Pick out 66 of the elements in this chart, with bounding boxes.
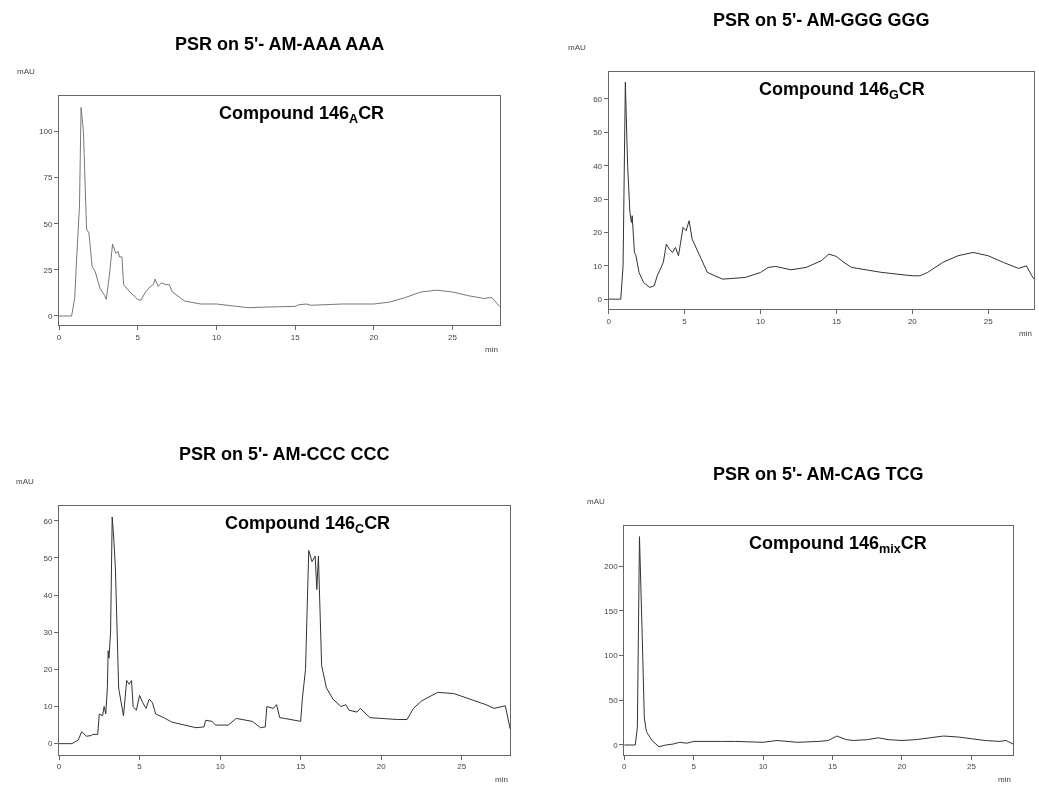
y-tick-label: 20 bbox=[43, 665, 53, 675]
y-axis-title: mAU bbox=[568, 43, 586, 52]
x-tick-label: 20 bbox=[369, 332, 379, 342]
y-tick-label: 30 bbox=[43, 628, 53, 638]
x-tick-label: 5 bbox=[682, 316, 688, 326]
x-axis-title: min bbox=[485, 345, 498, 354]
chart-title: PSR on 5'- AM-GGG GGG bbox=[713, 10, 930, 30]
annotation: Compound 146$_{C}$CR bbox=[225, 513, 391, 536]
y-tick-label: 0 bbox=[47, 739, 53, 749]
y-axis-title: mAU bbox=[17, 67, 35, 76]
y-tick-label: 25 bbox=[43, 265, 53, 275]
x-tick-label: 25 bbox=[448, 332, 458, 342]
x-tick-label: 25 bbox=[966, 762, 977, 772]
x-tick-label: 20 bbox=[376, 762, 387, 772]
x-tick-label: 20 bbox=[897, 762, 907, 772]
x-axis-title: min bbox=[1019, 329, 1032, 338]
x-tick-label: 5 bbox=[137, 762, 143, 772]
line-series bbox=[59, 516, 511, 745]
y-tick-label: 10 bbox=[593, 261, 603, 271]
y-tick-label: 10 bbox=[43, 702, 53, 712]
y-tick-label: 150 bbox=[604, 606, 619, 616]
chart-title: PSR on 5'- AM-CAG TCG bbox=[713, 464, 924, 484]
x-axis-title: min bbox=[998, 775, 1011, 784]
chart-title: PSR on 5'- AM-CCC CCC bbox=[179, 444, 390, 464]
y-tick-label: 50 bbox=[593, 128, 603, 138]
y-tick-label: 0 bbox=[613, 740, 619, 750]
annotation: Compound 146$_{A}$CR bbox=[219, 103, 385, 126]
y-tick-label: 40 bbox=[593, 161, 603, 171]
x-tick-label: 10 bbox=[211, 332, 222, 342]
x-tick-label: 5 bbox=[135, 332, 141, 342]
y-tick-label: 50 bbox=[43, 553, 53, 563]
y-tick-label: 50 bbox=[608, 696, 619, 706]
x-axis-title: min bbox=[495, 775, 508, 784]
chart-title: PSR on 5'- AM-AAA AAA bbox=[175, 34, 385, 54]
y-tick-label: 100 bbox=[604, 651, 619, 661]
x-tick-label: 0 bbox=[621, 762, 627, 772]
y-axis-title: mAU bbox=[16, 477, 34, 486]
x-tick-label: 15 bbox=[290, 332, 301, 342]
y-tick-label: 50 bbox=[43, 219, 53, 229]
x-tick-label: 25 bbox=[983, 316, 994, 326]
y-tick-label: 200 bbox=[604, 561, 619, 571]
annotation: Compound 146$_{G}$CR bbox=[759, 79, 925, 102]
y-tick-label: 60 bbox=[43, 516, 53, 526]
annotation: Compound 146$_{mix}$CR bbox=[749, 533, 927, 556]
y-axis-title: mAU bbox=[587, 497, 605, 506]
y-tick-label: 40 bbox=[43, 590, 53, 600]
x-tick-label: 0 bbox=[56, 762, 62, 772]
x-tick-label: 10 bbox=[758, 762, 769, 772]
line-series bbox=[59, 106, 500, 317]
line-series bbox=[608, 81, 1034, 300]
x-tick-label: 15 bbox=[296, 762, 306, 772]
x-tick-label: 0 bbox=[56, 332, 62, 342]
y-tick-label: 0 bbox=[597, 294, 603, 304]
x-tick-label: 10 bbox=[215, 762, 226, 772]
line-series bbox=[624, 536, 1014, 748]
y-tick-label: 30 bbox=[593, 194, 603, 204]
x-tick-label: 5 bbox=[691, 762, 697, 772]
x-tick-label: 25 bbox=[457, 762, 467, 772]
y-tick-label: 20 bbox=[593, 228, 603, 238]
x-tick-label: 15 bbox=[831, 316, 842, 326]
x-tick-label: 10 bbox=[756, 316, 766, 326]
y-tick-label: 60 bbox=[593, 94, 603, 104]
y-tick-label: 75 bbox=[43, 173, 53, 183]
x-tick-label: 15 bbox=[828, 762, 838, 772]
y-tick-label: 100 bbox=[39, 127, 53, 137]
x-tick-label: 20 bbox=[907, 316, 918, 326]
